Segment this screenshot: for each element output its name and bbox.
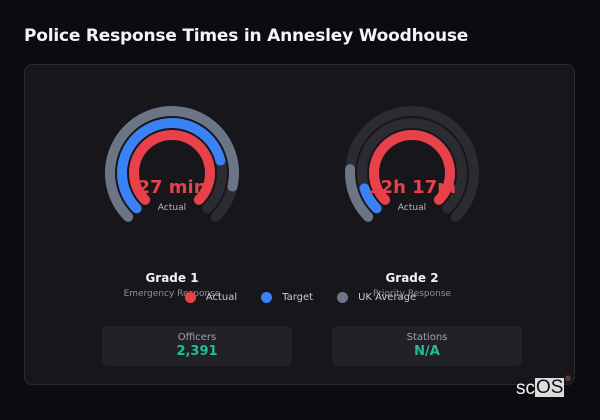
brand-highlight: OS <box>535 377 565 398</box>
target-ring-track <box>357 118 467 214</box>
stat-label: Stations <box>406 332 448 343</box>
legend-item-actual: Actual <box>184 292 238 303</box>
gauge-value: 12h 17m <box>368 177 456 198</box>
target-dot-icon <box>261 292 273 303</box>
actual-ring <box>129 130 215 205</box>
actual-ring <box>369 130 455 205</box>
gauge-value-label: Actual <box>397 203 427 213</box>
uk-average-dot-icon <box>337 292 349 303</box>
gauge-rings <box>345 106 479 222</box>
gauge-title: Grade 1 <box>145 271 199 285</box>
gauge-rings <box>105 106 239 222</box>
stat-card-stations: Stations N/A <box>332 326 522 366</box>
response-times-panel: 27 min Actual Grade 1 Emergency Response… <box>24 64 575 385</box>
stat-card-officers: Officers 2,391 <box>102 326 292 366</box>
stat-label: Officers <box>177 332 217 343</box>
legend: Actual Target UK Average <box>25 292 576 303</box>
brand-logo: sc OS ® <box>516 376 571 400</box>
page-title: Police Response Times in Annesley Woodho… <box>24 26 469 46</box>
stat-value: N/A <box>414 344 440 359</box>
actual-dot-icon <box>184 292 196 303</box>
gauge-grade-2: 12h 17m Actual Grade 2 Priority Response <box>332 93 492 299</box>
gauge-title: Grade 2 <box>385 271 439 285</box>
legend-label: Actual <box>205 292 238 303</box>
legend-item-uk-average: UK Average <box>337 292 416 303</box>
gauge-subtitle: Emergency Response <box>123 289 221 299</box>
target-ring <box>117 118 226 214</box>
gauge-value: 27 min <box>137 177 207 198</box>
uk-average-ring <box>345 164 374 222</box>
legend-item-target: Target <box>261 292 313 303</box>
stat-value: 2,391 <box>176 344 218 359</box>
target-ring <box>359 183 382 214</box>
brand-prefix: sc <box>516 378 535 399</box>
uk-average-ring <box>105 106 239 222</box>
gauge-grade-1: 27 min Actual Grade 1 Emergency Response <box>92 93 252 299</box>
gauge-subtitle: Priority Response <box>372 289 452 299</box>
legend-label: UK Average <box>358 292 417 303</box>
registered-mark-icon: ® <box>565 376 571 383</box>
legend-label: Target <box>282 292 314 303</box>
gauge-value-label: Actual <box>157 203 187 213</box>
